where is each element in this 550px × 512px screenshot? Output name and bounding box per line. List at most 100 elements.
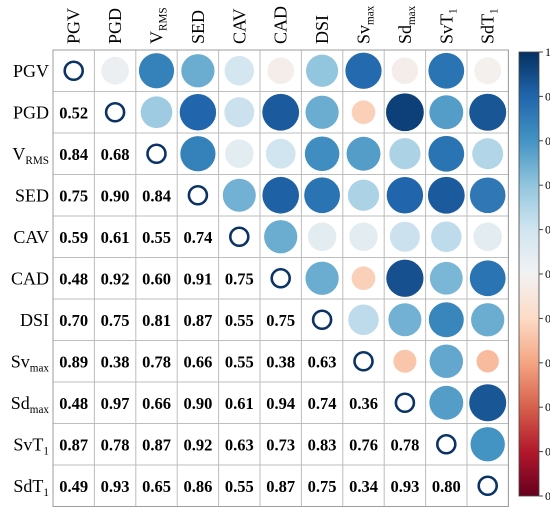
corr-value-sdmax-pgd: 0.97 bbox=[101, 394, 130, 413]
diagonal-circle-cad bbox=[270, 267, 292, 289]
corr-circle-pgd-sdt1 bbox=[469, 93, 507, 131]
corr-value-cad-pgd: 0.92 bbox=[101, 269, 130, 288]
corr-value-svt1-pgv: 0.87 bbox=[59, 435, 88, 454]
row-label-svt1: SvT1 bbox=[13, 434, 49, 457]
corr-value-sdt1-sdmax: 0.93 bbox=[390, 477, 419, 496]
diagonal-circle-pgd bbox=[104, 101, 126, 123]
corr-circle-pgd-cad bbox=[262, 93, 300, 131]
corr-circle-cad-svmax bbox=[351, 266, 376, 291]
colorbar-tick-label: 0.8 bbox=[545, 134, 550, 148]
matrix-border bbox=[52, 49, 509, 507]
corr-circle-vrms-sed bbox=[180, 136, 216, 172]
corr-value-sdt1-svmax: 0.34 bbox=[349, 477, 378, 496]
col-label-pgv: PGV bbox=[64, 8, 84, 44]
corr-circle-dsi-svt1 bbox=[428, 302, 464, 338]
corr-circle-dsi-sdmax bbox=[388, 303, 422, 337]
diagonal-circle-svmax bbox=[353, 350, 374, 372]
corr-value-svt1-cav: 0.63 bbox=[225, 435, 254, 454]
corr-circle-cav-svt1 bbox=[431, 221, 462, 252]
corr-value-dsi-pgd: 0.75 bbox=[101, 311, 130, 330]
corr-circle-pgv-pgd bbox=[101, 56, 129, 85]
colorbar-gradient bbox=[518, 51, 540, 497]
corr-value-sdmax-pgv: 0.48 bbox=[59, 394, 88, 413]
corr-circle-vrms-dsi bbox=[304, 136, 340, 172]
corr-value-sdt1-sed: 0.86 bbox=[183, 477, 212, 496]
corr-circle-vrms-svt1 bbox=[428, 135, 465, 172]
corr-circle-sed-svmax bbox=[347, 179, 380, 211]
col-label-sdmax: Sdmax bbox=[395, 5, 418, 44]
corr-value-dsi-vrms: 0.81 bbox=[142, 311, 171, 330]
corr-value-svt1-dsi: 0.83 bbox=[308, 435, 337, 454]
corr-value-vrms-pgd: 0.68 bbox=[101, 145, 130, 164]
corr-value-svmax-pgd: 0.38 bbox=[101, 352, 130, 371]
corr-circle-vrms-sdmax bbox=[389, 138, 421, 170]
corr-value-sdt1-pgd: 0.93 bbox=[101, 477, 130, 496]
corr-value-svmax-pgv: 0.89 bbox=[59, 352, 88, 371]
col-label-cav: CAV bbox=[229, 8, 249, 44]
corr-circle-sed-sdmax bbox=[386, 177, 424, 214]
corr-circle-svmax-sdmax bbox=[393, 349, 417, 373]
col-label-cad: CAD bbox=[271, 6, 291, 44]
corr-value-sdt1-pgv: 0.49 bbox=[59, 477, 88, 496]
corr-value-sdt1-dsi: 0.75 bbox=[308, 477, 337, 496]
corr-circle-cav-dsi bbox=[307, 222, 337, 251]
corr-value-sdt1-cav: 0.55 bbox=[225, 477, 254, 496]
corr-circle-pgv-svmax bbox=[345, 52, 382, 89]
corr-circle-pgv-sed bbox=[181, 54, 215, 88]
corr-value-cav-sed: 0.74 bbox=[183, 228, 212, 247]
colorbar-tick-label: 0.9 bbox=[545, 89, 550, 103]
corr-circle-pgv-sdmax bbox=[391, 57, 419, 85]
diagonal-circle-pgv bbox=[63, 60, 84, 82]
corr-circle-pgd-sdmax bbox=[385, 93, 424, 132]
corr-value-sdt1-vrms: 0.65 bbox=[142, 477, 171, 496]
colorbar-tick-label: 0.0 bbox=[545, 489, 550, 503]
corr-circle-cad-svt1 bbox=[429, 261, 463, 295]
corr-circle-dsi-sdt1 bbox=[471, 303, 505, 337]
corr-circle-sed-dsi bbox=[304, 177, 341, 214]
corr-circle-svmax-svt1 bbox=[429, 344, 464, 378]
corr-circle-cav-cad bbox=[264, 220, 298, 254]
corr-value-sdmax-vrms: 0.66 bbox=[142, 394, 171, 413]
corr-circle-cad-dsi bbox=[305, 261, 339, 295]
corr-circle-vrms-svmax bbox=[346, 136, 381, 171]
matrix-grid bbox=[52, 49, 509, 507]
corr-value-svmax-sed: 0.66 bbox=[183, 352, 212, 371]
corr-circle-cad-sdt1 bbox=[469, 260, 506, 297]
row-label-sdt1: SdT1 bbox=[13, 476, 49, 499]
corr-value-dsi-sed: 0.87 bbox=[183, 311, 212, 330]
column-labels: PGV PGD VRMS SED CAV CAD DSI Svmax Sdmax SvT1 SdT1 bbox=[64, 5, 501, 44]
row-label-vrms: VRMS bbox=[12, 144, 49, 167]
corr-circle-sed-cav bbox=[222, 178, 256, 212]
corr-value-svmax-cav: 0.55 bbox=[225, 352, 254, 371]
corr-circle-sdmax-sdt1 bbox=[469, 384, 507, 422]
corr-circle-pgd-svmax bbox=[351, 100, 376, 125]
corr-value-sed-vrms: 0.84 bbox=[142, 186, 171, 205]
corr-value-svt1-pgd: 0.78 bbox=[101, 435, 130, 454]
corr-value-svmax-dsi: 0.63 bbox=[308, 352, 337, 371]
colorbar-tick-label: 0.6 bbox=[545, 223, 550, 237]
corr-value-sdmax-svmax: 0.36 bbox=[349, 394, 378, 413]
corr-circle-svt1-sdt1 bbox=[470, 427, 505, 462]
diagonal-circle-cav bbox=[229, 226, 250, 248]
corr-value-cad-sed: 0.91 bbox=[183, 269, 212, 288]
corr-value-svt1-svmax: 0.76 bbox=[349, 435, 378, 454]
corr-value-dsi-pgv: 0.70 bbox=[59, 311, 88, 330]
corr-circle-pgd-vrms bbox=[140, 96, 173, 129]
corr-circle-sdmax-svt1 bbox=[429, 385, 464, 420]
corr-circle-sed-svt1 bbox=[427, 176, 465, 214]
corr-value-cav-vrms: 0.55 bbox=[142, 228, 171, 247]
corr-circle-cav-sdt1 bbox=[473, 222, 502, 251]
corr-value-sed-pgd: 0.90 bbox=[101, 186, 130, 205]
corr-value-cad-vrms: 0.60 bbox=[142, 269, 171, 288]
diagonal-circle-sdt1 bbox=[477, 475, 499, 497]
corr-circle-cav-sdmax bbox=[389, 221, 420, 252]
col-label-svt1: SvT1 bbox=[436, 8, 459, 44]
matrix-cells: 0.52 0.84 0.68 0.75 0.90 0.84 0.59 0.61 0.55 0.74… bbox=[59, 52, 507, 497]
corr-circle-pgv-dsi bbox=[306, 54, 339, 87]
diagonal-circle-vrms bbox=[146, 143, 167, 165]
colorbar-tick-label: 0.4 bbox=[545, 311, 550, 325]
corr-circle-pgv-sdt1 bbox=[474, 57, 502, 85]
corr-value-cav-pgv: 0.59 bbox=[59, 228, 88, 247]
row-label-pgd: PGD bbox=[13, 102, 49, 122]
colorbar-tick-label: 0.1 bbox=[545, 445, 550, 459]
